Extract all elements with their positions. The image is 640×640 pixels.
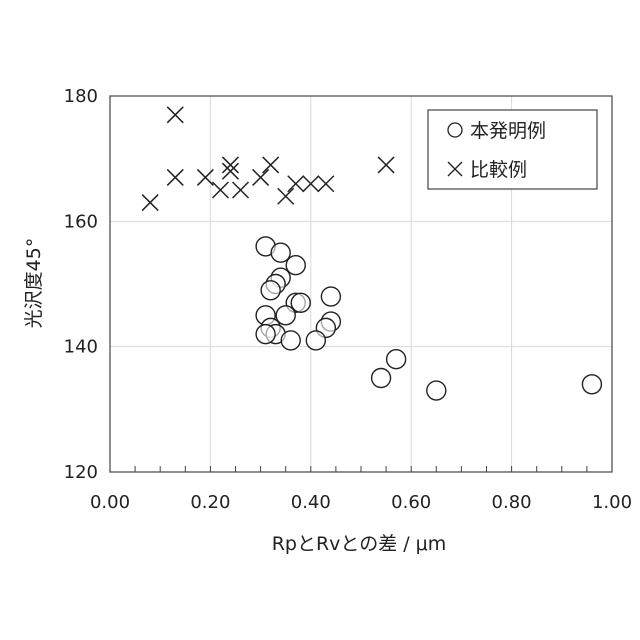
- data-point-circle: [286, 256, 305, 275]
- data-point-circle: [582, 375, 601, 394]
- x-tick-label: 0.60: [391, 492, 431, 513]
- y-axis-label: 光沢度45°: [23, 238, 45, 329]
- y-tick-label: 160: [64, 211, 98, 232]
- data-point-circle: [306, 331, 325, 350]
- x-tick-label: 0.40: [291, 492, 331, 513]
- data-point-circle: [387, 350, 406, 369]
- data-point-circle: [281, 331, 300, 350]
- x-tick-label: 0.20: [190, 492, 230, 513]
- legend-label-series-2: 比較例: [470, 159, 527, 181]
- data-point-circle: [261, 281, 280, 300]
- data-point-circle: [427, 381, 446, 400]
- legend: 本発明例 比較例: [428, 110, 597, 189]
- x-tick-label: 1.00: [592, 492, 632, 513]
- y-tick-label: 180: [64, 86, 98, 107]
- data-point-circle: [321, 287, 340, 306]
- x-axis-label: RpとRvとの差 / μm: [272, 533, 447, 555]
- data-point-circle: [372, 369, 391, 388]
- y-tick-label: 140: [64, 337, 98, 358]
- data-point-circle: [256, 325, 275, 344]
- data-point-circle: [291, 293, 310, 312]
- data-point-circle: [276, 306, 295, 325]
- data-point-circle: [271, 243, 290, 262]
- x-tick-label: 0.00: [90, 492, 130, 513]
- legend-label-series-1: 本発明例: [470, 120, 546, 142]
- y-tick-label: 120: [64, 462, 98, 483]
- x-tick-label: 0.80: [492, 492, 532, 513]
